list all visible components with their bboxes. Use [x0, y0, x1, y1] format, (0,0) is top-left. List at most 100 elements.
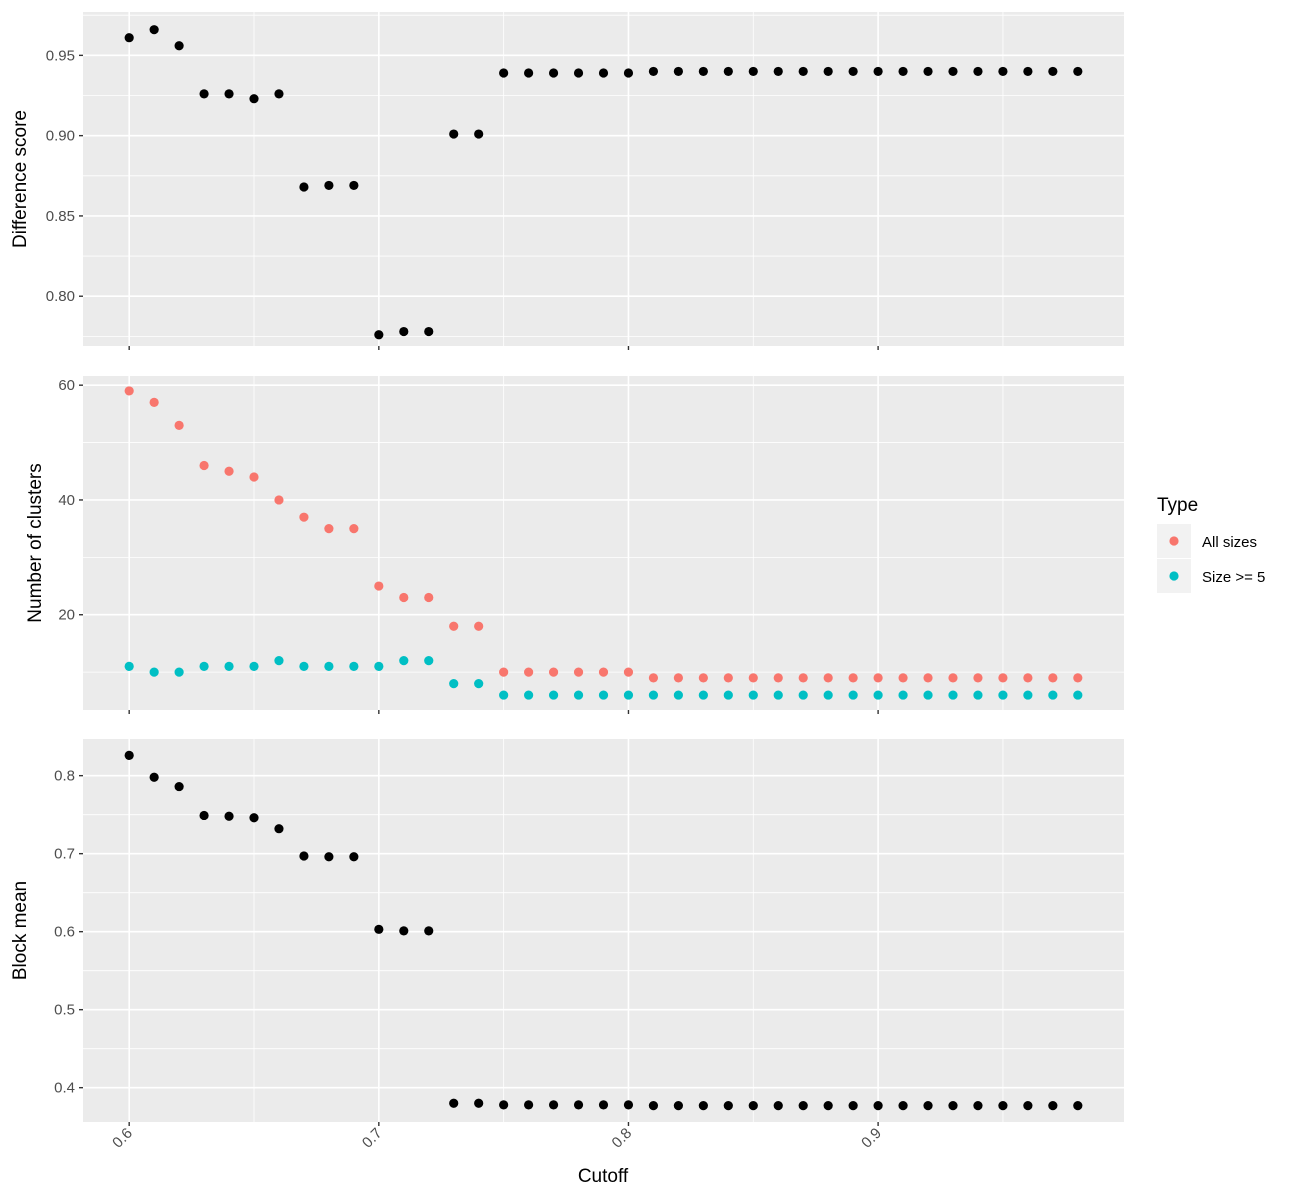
- x-tick-label: 0.7: [359, 1125, 386, 1152]
- point: [848, 1101, 858, 1111]
- point-all-sizes: [873, 673, 883, 683]
- point-all-sizes: [249, 472, 259, 482]
- point: [324, 180, 334, 191]
- point: [349, 180, 359, 191]
- panel-number-of-clusters-background: [83, 376, 1124, 710]
- point-size-5: [848, 690, 858, 700]
- y-tick-label: 0.85: [46, 208, 75, 225]
- point: [174, 781, 184, 792]
- point: [648, 1101, 659, 1111]
- panel-difference-score: 0.80 0.85 0.90 0.95 Difference score: [10, 12, 1124, 350]
- point-all-sizes: [299, 512, 309, 522]
- point: [573, 68, 584, 78]
- point-size-5: [474, 679, 484, 689]
- point: [548, 1100, 559, 1110]
- legend-key-all-sizes: [1169, 536, 1179, 546]
- point: [374, 924, 384, 934]
- point-all-sizes: [773, 673, 783, 683]
- point: [798, 66, 808, 77]
- point-all-sizes: [374, 581, 384, 591]
- point-size-5: [998, 690, 1008, 700]
- point: [648, 66, 659, 77]
- legend-key-size-ge-5: [1169, 571, 1179, 581]
- x-tick-label: 0.8: [609, 1125, 636, 1152]
- point-size-5: [823, 690, 833, 700]
- point: [623, 1100, 634, 1110]
- y-tick-label: 0.7: [54, 846, 75, 863]
- point: [823, 1101, 833, 1111]
- point-size-5: [349, 661, 359, 671]
- x-axis-title: Cutoff: [578, 1166, 629, 1187]
- panel-difference-score-y-axis-title: Difference score: [10, 110, 31, 248]
- point-all-sizes: [1048, 673, 1058, 683]
- point: [548, 68, 559, 78]
- point-all-sizes: [224, 466, 234, 476]
- point-all-sizes: [898, 673, 908, 683]
- point-size-5: [673, 690, 683, 700]
- point: [424, 326, 434, 337]
- point-all-sizes: [923, 673, 933, 683]
- point: [873, 1101, 883, 1111]
- point-size-5: [174, 667, 184, 677]
- y-tick-label: 0.6: [54, 924, 75, 941]
- point: [149, 25, 159, 35]
- point-all-sizes: [723, 673, 733, 683]
- point-size-5: [274, 656, 284, 666]
- y-tick-label: 60: [58, 377, 75, 394]
- y-tick-label: 0.4: [54, 1080, 75, 1097]
- legend-label-size-ge-5: Size >= 5: [1202, 569, 1265, 586]
- point: [1073, 66, 1083, 77]
- point-all-sizes: [998, 673, 1008, 683]
- point-all-sizes: [973, 673, 983, 683]
- point-all-sizes: [399, 592, 409, 603]
- y-tick-label: 40: [58, 492, 75, 509]
- point: [474, 129, 484, 139]
- point: [723, 1101, 733, 1111]
- y-tick-label: 0.5: [54, 1002, 75, 1019]
- point: [1073, 1101, 1083, 1111]
- point: [698, 1101, 708, 1111]
- point: [224, 89, 234, 99]
- x-tick-label: 0.6: [109, 1125, 136, 1152]
- point: [249, 813, 259, 823]
- point: [199, 810, 209, 821]
- x-tick-label: 0.9: [858, 1125, 885, 1152]
- point: [524, 1100, 534, 1110]
- point-all-sizes: [499, 667, 509, 677]
- point: [598, 1100, 609, 1110]
- point: [998, 66, 1008, 77]
- point-all-sizes: [548, 667, 559, 677]
- point-size-5: [1023, 690, 1033, 700]
- point: [923, 1101, 933, 1111]
- point-size-5: [948, 690, 958, 700]
- point-size-5: [124, 661, 134, 671]
- y-tick-label: 0.95: [46, 47, 75, 64]
- point: [623, 68, 634, 78]
- point-all-sizes: [698, 673, 708, 683]
- point: [823, 66, 833, 77]
- point: [773, 1101, 783, 1111]
- point-all-sizes: [573, 667, 584, 677]
- chart-panels: 0.80 0.85 0.90 0.95 Difference score 20 40 60 Nu…: [10, 12, 1124, 1152]
- point: [399, 326, 409, 337]
- point-size-5: [249, 661, 259, 671]
- point-size-5: [449, 679, 459, 689]
- point-size-5: [1073, 690, 1083, 700]
- point-size-5: [748, 690, 758, 700]
- point-size-5: [224, 661, 234, 671]
- point-size-5: [923, 690, 933, 700]
- point: [673, 66, 683, 77]
- point-size-5: [573, 690, 584, 700]
- point-size-5: [698, 690, 708, 700]
- panel-block-mean: 0.4 0.5 0.6 0.7 0.8 Block mean: [10, 739, 1124, 1126]
- point: [898, 66, 908, 77]
- legend-title: Type: [1157, 495, 1198, 516]
- y-tick-label: 20: [58, 607, 75, 624]
- point: [798, 1101, 808, 1111]
- point: [1023, 1101, 1033, 1111]
- point-all-sizes: [648, 673, 659, 683]
- point: [524, 68, 534, 78]
- point-size-5: [424, 656, 434, 666]
- panel-block-mean-background: [83, 739, 1124, 1122]
- y-tick-label: 0.8: [54, 768, 75, 785]
